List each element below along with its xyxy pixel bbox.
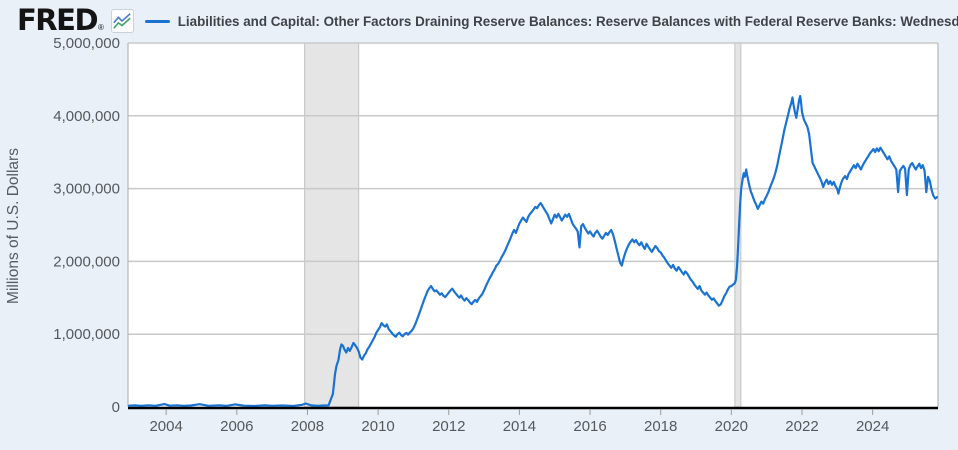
series-title-link[interactable]: Liabilities and Capital: Other Factors D… <box>177 13 958 29</box>
fred-sparkline-icon[interactable] <box>110 9 134 33</box>
y-axis-tick-label: 1,000,000 <box>53 326 120 343</box>
recession-band <box>304 42 360 408</box>
registered-trademark-symbol: ® <box>98 23 104 32</box>
fred-logo-link[interactable]: FRED ® <box>17 3 104 37</box>
x-axis-tick-label: 2018 <box>644 418 677 435</box>
x-axis-tick-label: 2010 <box>361 418 394 435</box>
x-axis-tick-label: 2008 <box>291 418 324 435</box>
y-axis-tick-label: 4,000,000 <box>53 108 120 125</box>
legend-line-marker <box>144 19 170 23</box>
x-axis-tick-label: 2014 <box>503 418 536 435</box>
x-axis-tick-label: 2004 <box>149 418 182 435</box>
x-axis-tick-label: 2012 <box>432 418 465 435</box>
y-axis-tick-label: 5,000,000 <box>53 35 120 52</box>
x-axis-tick-label: 2020 <box>715 418 748 435</box>
chart-header: FRED ® Liabilities and Capital: Other Fa… <box>0 0 958 40</box>
y-axis-tick-label: 3,000,000 <box>53 181 120 198</box>
x-axis-tick-label: 2022 <box>785 418 818 435</box>
x-axis-tick-label: 2006 <box>220 418 253 435</box>
y-axis-tick-label: 0 <box>112 399 120 416</box>
series-line[interactable] <box>128 94 939 408</box>
sparkline-icon-graphic <box>113 13 131 29</box>
y-axis-tick-label: 2,000,000 <box>53 253 120 270</box>
x-axis-tick-label: 2024 <box>856 418 889 435</box>
x-axis-tick-label: 2016 <box>573 418 606 435</box>
plot-area <box>128 43 938 407</box>
fred-logo-text: FRED <box>17 3 99 37</box>
